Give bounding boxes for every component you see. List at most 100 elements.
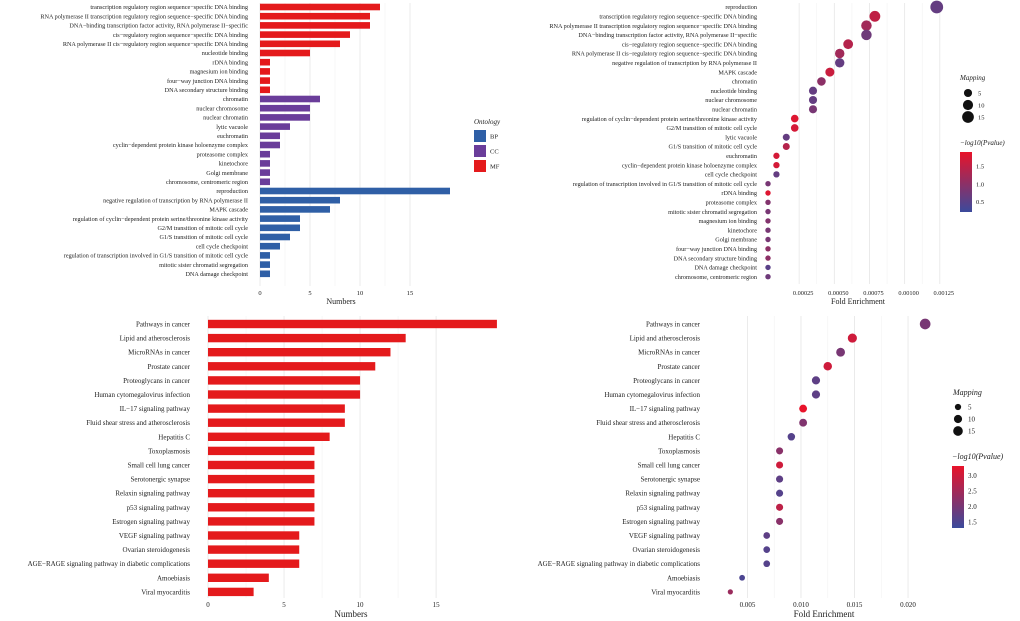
kegg-dot-tick-label: Human cytomegalovirus infection	[604, 391, 700, 399]
go-bar	[260, 252, 270, 259]
kegg-dot-size-legend-label: 15	[968, 428, 976, 436]
kegg-bar	[208, 474, 315, 484]
kegg-bar-tick-label: Human cytomegalovirus infection	[94, 391, 190, 399]
go-bar	[260, 114, 310, 121]
go-bar	[260, 215, 300, 222]
go-dot-x-tick-label: 0.00025	[793, 290, 813, 297]
kegg-dot-tick-label: Ovarian steroidogenesis	[633, 546, 701, 554]
go-dot	[773, 152, 780, 159]
go-bar	[260, 160, 270, 167]
kegg-bar	[208, 319, 497, 329]
go-bar-tick-label: euchromatin	[217, 133, 248, 140]
kegg-dot-tick-label: Relaxin signaling pathway	[625, 490, 700, 498]
kegg-bar	[208, 503, 315, 512]
go-dot-tick-label: rDNA binding	[721, 190, 757, 197]
kegg-bar-tick-label: Viral myocarditis	[141, 588, 190, 596]
kegg-dot	[776, 503, 784, 511]
kegg-bar-x-tick-label: 0	[206, 601, 210, 609]
kegg-dot-size-legend-label: 10	[968, 416, 976, 424]
go-bar-tick-label: transcription regulatory region sequence…	[90, 4, 248, 11]
go-dot	[765, 264, 771, 271]
go-dot-tick-label: cyclin−dependent protein kinase holoenzy…	[622, 162, 758, 169]
kegg-bar-tick-label: Fluid shear stress and atherosclerosis	[86, 419, 190, 427]
go-dot-tick-label: chromosome, centromeric region	[675, 274, 757, 281]
go-bar-tick-label: G1/S transition of mitotic cell cycle	[160, 234, 249, 241]
kegg-dot	[823, 362, 832, 371]
kegg-dot-color-legend-title: −log10(Pvalue)	[952, 452, 1003, 461]
go-bar-legend-swatch	[474, 145, 486, 157]
go-dot-tick-label: RNA polymerase II cis−regulatory region …	[572, 51, 757, 58]
go-dot-tick-label: proteasome complex	[706, 200, 758, 207]
go-dot	[765, 274, 771, 280]
kegg-dot-tick-label: Toxoplasmosis	[658, 447, 700, 455]
go-bar-tick-label: RNA polymerase II transcription regulato…	[40, 13, 248, 20]
kegg-dot	[836, 347, 845, 357]
go-bar	[260, 132, 280, 140]
kegg-dot	[763, 532, 771, 539]
go-dot	[835, 48, 845, 59]
kegg-dot-tick-label: Estrogen signaling pathway	[622, 518, 700, 526]
go-dot	[808, 95, 818, 105]
go-bar-tick-label: proteasome complex	[197, 151, 249, 158]
kegg-bar-tick-label: IL−17 signaling pathway	[120, 405, 191, 413]
go-dot-tick-label: mitotic sister chromatid segregation	[668, 209, 757, 216]
kegg-dot	[799, 418, 808, 427]
go-bar-tick-label: cis−regulatory region sequence−specific …	[113, 32, 248, 39]
go-dot	[843, 39, 854, 50]
kegg-bar-tick-label: p53 signaling pathway	[127, 504, 191, 512]
kegg-dot	[739, 574, 745, 581]
go-dot-tick-label: DNA−binding transcription factor activit…	[578, 32, 757, 39]
go-bar-tick-label: regulation of cyclin−dependent protein s…	[73, 216, 249, 223]
kegg-dot-color-legend-label: 2.5	[968, 487, 977, 495]
kegg-dot-tick-label: Amoebiasis	[667, 574, 700, 582]
kegg-dot	[763, 546, 771, 553]
kegg-bar	[208, 376, 361, 385]
go-dot-x-tick-label: 0.00075	[863, 290, 883, 297]
go-bar-tick-label: negative regulation of transcription by …	[103, 197, 248, 204]
kegg-bar-tick-label: Proteoglycans in cancer	[123, 377, 191, 385]
go-bar-tick-label: DNA−binding transcription factor activit…	[69, 23, 248, 30]
kegg-bar	[208, 545, 300, 554]
go-bar	[260, 169, 270, 176]
kegg-bar-tick-label: Hepatitis C	[158, 433, 190, 441]
go-bar-legend-label: MF	[490, 164, 500, 171]
go-dot-tick-label: magnesium ion binding	[699, 218, 757, 225]
go-dot-tick-label: nuclear chromatin	[712, 107, 757, 114]
go-bar-tick-label: Golgi membrane	[206, 170, 248, 177]
kegg-dot	[776, 517, 784, 525]
go-bar	[260, 12, 370, 20]
go-bar-tick-label: magnesium ion binding	[190, 69, 248, 76]
kegg-dot-tick-label: AGE−RAGE signaling pathway in diabetic c…	[538, 560, 701, 568]
go-bar	[260, 233, 290, 241]
go-dot-x-tick-label: 0.00125	[934, 290, 954, 297]
go-dot-tick-label: negative regulation of transcription by …	[612, 60, 757, 67]
kegg-dot-tick-label: Hepatitis C	[668, 433, 700, 441]
kegg-dot-tick-label: Small cell lung cancer	[638, 462, 701, 470]
go-dot-tick-label: transcription regulatory region sequence…	[599, 14, 757, 21]
kegg-dot-tick-label: Serotonergic synapse	[640, 476, 700, 484]
go-bar	[260, 22, 370, 29]
go-dot-size-legend-key	[963, 88, 973, 98]
kegg-bar	[208, 573, 269, 582]
go-bar-x-tick-label: 0	[258, 290, 261, 297]
go-dot	[765, 255, 771, 261]
kegg-dot	[811, 376, 821, 385]
go-dot-tick-label: reproduction	[725, 4, 757, 11]
kegg-dot-tick-label: MicroRNAs in cancer	[638, 349, 700, 357]
kegg-bar-tick-label: Toxoplasmosis	[148, 447, 190, 455]
go-dot-tick-label: DNA secondary structure binding	[674, 255, 757, 262]
go-dot	[765, 227, 771, 233]
go-dot	[869, 10, 881, 22]
kegg-bar	[208, 418, 345, 427]
go-bar	[260, 68, 270, 75]
kegg-bar	[208, 517, 315, 526]
go-dot-tick-label: nucleotide binding	[711, 88, 757, 95]
go-bar	[260, 224, 300, 232]
kegg-dot	[919, 318, 931, 330]
go-bar	[260, 141, 280, 149]
kegg-bar	[208, 446, 315, 456]
go-dot	[817, 77, 826, 86]
kegg-bar-tick-label: Relaxin signaling pathway	[115, 490, 190, 498]
go-bar	[260, 3, 380, 11]
